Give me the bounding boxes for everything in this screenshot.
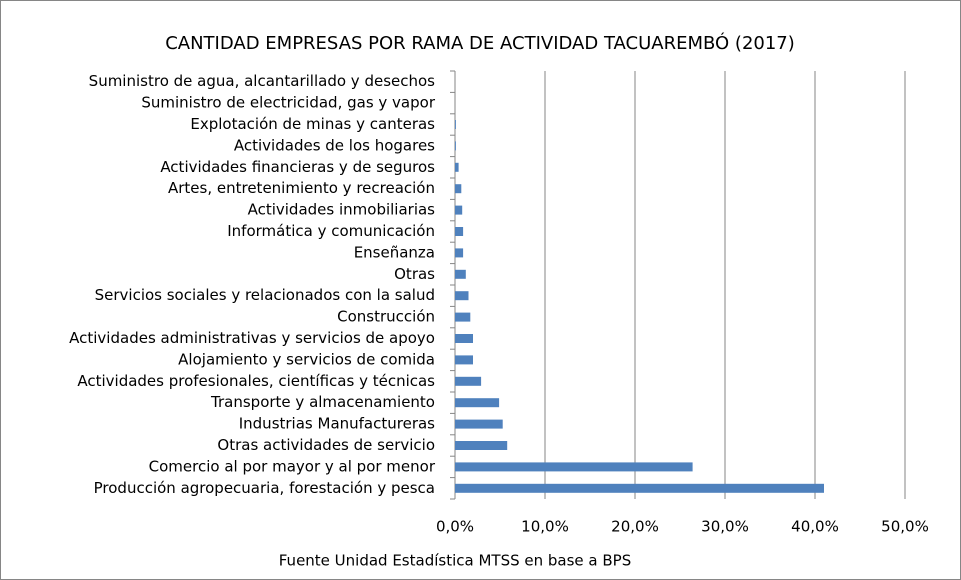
bar	[455, 376, 482, 386]
bar	[455, 462, 693, 472]
x-tick-label: 0,0%	[436, 518, 474, 536]
bar	[455, 334, 473, 343]
bar	[455, 483, 824, 493]
y-tick-label: Artes, entretenimiento y recreación	[168, 179, 435, 197]
bar	[455, 141, 456, 151]
x-tick-label: 30,0%	[701, 518, 749, 536]
bar	[455, 184, 462, 194]
y-tick-label: Otras actividades de servicio	[217, 436, 435, 454]
y-tick-label: Otras	[394, 265, 435, 283]
bar	[455, 120, 456, 129]
y-tick-label: Suministro de agua, alcantarillado y des…	[89, 72, 436, 90]
x-tick-label: 20,0%	[611, 518, 659, 536]
chart-title: CANTIDAD EMPRESAS POR RAMA DE ACTIVIDAD …	[165, 32, 795, 54]
bar	[455, 355, 473, 365]
bar	[455, 291, 469, 301]
bar	[455, 441, 508, 450]
y-tick-label: Actividades administrativas y servicios …	[69, 329, 435, 347]
bar	[455, 398, 500, 408]
y-tick-label: Industrias Manufactureras	[239, 415, 435, 433]
y-tick-label: Actividades profesionales, científicas y…	[77, 372, 435, 390]
y-tick-label: Transporte y almacenamiento	[210, 393, 435, 411]
x-tick-label: 40,0%	[791, 518, 839, 536]
bar	[455, 312, 471, 322]
x-tick-label: 50,0%	[881, 518, 929, 536]
y-tick-label: Suministro de electricidad, gas y vapor	[141, 94, 435, 112]
y-tick-label: Servicios sociales y relacionados con la…	[95, 286, 435, 304]
x-tick-label: 10,0%	[521, 518, 569, 536]
y-tick-label: Enseñanza	[354, 243, 435, 261]
bar	[455, 419, 503, 429]
y-tick-label: Alojamiento y servicios de comida	[178, 350, 435, 368]
y-tick-label: Actividades inmobiliarias	[248, 201, 436, 219]
y-tick-label: Construcción	[337, 308, 435, 326]
y-tick-label: Actividades financieras y de seguros	[160, 158, 435, 176]
bar	[455, 162, 459, 172]
bar	[455, 205, 463, 215]
y-tick-label: Explotación de minas y canteras	[190, 115, 435, 133]
bar	[455, 227, 464, 236]
source-note: Fuente Unidad Estadística MTSS en base a…	[279, 552, 631, 570]
bar	[455, 269, 466, 279]
y-tick-label: Actividades de los hogares	[234, 136, 435, 154]
y-tick-label: Informática y comunicación	[227, 222, 435, 240]
y-tick-label: Comercio al por mayor y al por menor	[149, 457, 436, 475]
bar	[455, 248, 464, 258]
y-tick-label: Producción agropecuaria, forestación y p…	[94, 479, 435, 497]
